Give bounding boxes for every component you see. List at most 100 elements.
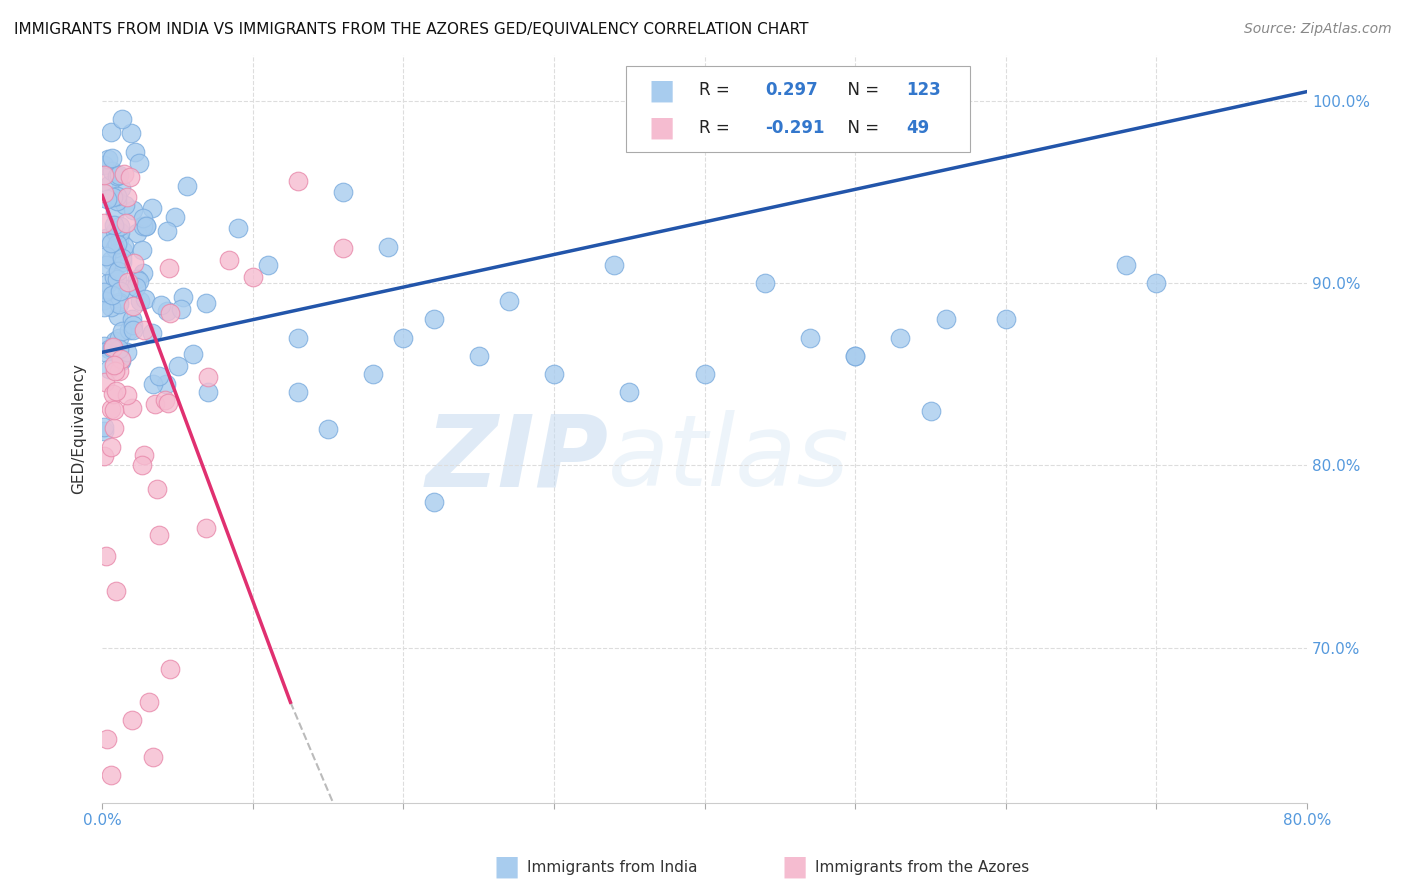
Point [96,731,118,746]
Point [122,256,145,270]
Point [159,661,181,675]
Text: ■: ■ [494,853,519,881]
Point [799,331,821,345]
Point [754,276,776,290]
Point [194,295,217,310]
Point [148,528,170,542]
Point [287,174,309,188]
Point [148,368,170,383]
Point [287,385,309,400]
Point [100,236,122,251]
Y-axis label: GED/Equivalency: GED/Equivalency [72,363,86,494]
Point [93,293,115,307]
Point [103,218,125,232]
Text: ■: ■ [648,113,675,142]
Point [104,205,127,219]
Point [197,370,219,384]
Point [498,294,520,309]
Point [94,231,117,245]
Point [112,244,135,258]
Text: N =: N = [837,119,884,136]
Point [844,349,866,363]
Point [93,339,115,353]
Point [332,241,354,255]
Point [100,253,122,268]
Point [844,349,866,363]
Point [103,358,125,372]
Point [96,192,118,206]
Point [1115,258,1137,272]
Point [115,388,138,402]
Point [155,392,177,407]
Point [103,402,125,417]
Text: -0.291: -0.291 [765,119,824,136]
Point [125,280,148,294]
Point [104,584,127,599]
Text: Immigrants from India: Immigrants from India [527,860,697,874]
Point [543,367,565,381]
Point [101,339,124,353]
Point [163,210,186,224]
Point [150,298,173,312]
Point [467,349,489,363]
Point [115,345,138,359]
Point [118,169,141,184]
Point [104,334,127,349]
Point [257,258,280,272]
Point [112,167,135,181]
Point [141,326,163,340]
Point [121,714,143,728]
Point [693,367,716,381]
Point [101,341,124,355]
Point [218,253,240,268]
Point [935,312,957,326]
Point [131,243,153,257]
Point [100,125,122,139]
Point [105,169,128,183]
Point [105,271,128,285]
Point [112,238,135,252]
Point [93,420,115,434]
Point [181,347,204,361]
Point [97,152,120,166]
Point [122,202,145,217]
Point [134,292,156,306]
Text: N =: N = [837,81,884,99]
Point [142,750,165,764]
Point [118,323,141,337]
Point [124,145,146,159]
Text: R =: R = [699,119,734,136]
Point [176,179,198,194]
Point [157,261,180,276]
Point [94,344,117,359]
Point [135,219,157,234]
Point [98,362,121,376]
Point [122,299,145,313]
Point [94,549,117,563]
Point [117,276,139,290]
Point [242,269,264,284]
Point [603,258,626,272]
Point [141,201,163,215]
Point [332,185,354,199]
Point [363,367,385,381]
Point [167,359,190,373]
Point [114,216,136,230]
Point [93,300,115,314]
Point [920,403,942,417]
Point [132,211,155,225]
Point [93,216,115,230]
Text: Immigrants from the Azores: Immigrants from the Azores [815,860,1029,874]
Point [100,300,122,314]
Point [142,377,165,392]
Point [110,219,132,234]
Point [128,156,150,170]
Point [108,169,131,183]
Point [108,294,131,309]
Point [157,396,180,410]
Point [122,318,145,333]
Point [100,402,122,417]
Point [105,384,128,398]
Point [115,282,138,296]
Point [1146,276,1168,290]
